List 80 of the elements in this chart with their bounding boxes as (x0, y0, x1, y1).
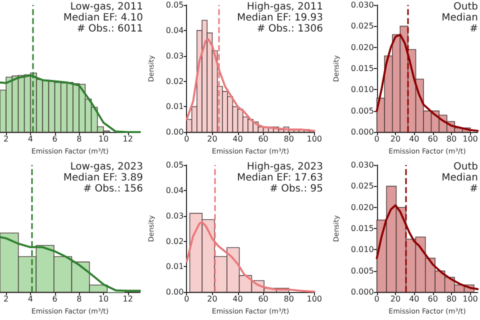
text: # Obs.: 6011 (76, 24, 143, 34)
x-tick-label: 0 (374, 294, 380, 304)
y-tick-label: 0.000 (350, 128, 374, 137)
x-tick-label: 4 (28, 294, 33, 304)
x-tick-label: 12 (122, 294, 133, 304)
x-tick-label: 40 (409, 294, 420, 304)
x-tick-label: 4 (28, 134, 33, 144)
x-tick-label: 40 (232, 294, 243, 304)
y-tick-label: 0.010 (350, 245, 374, 254)
annotation: # (470, 24, 478, 34)
annotation: High-gas, 2011 (246, 2, 323, 12)
x-tick-label: 6 (52, 294, 58, 304)
x-tick-label: 60 (428, 294, 438, 304)
y-tick-label: 0.04 (166, 26, 184, 35)
y-tick-label: 0.03 (166, 211, 184, 220)
x-tick-label: 8 (76, 294, 82, 304)
y-tick-label: 0.030 (350, 160, 374, 170)
y-tick-label: 0.005 (350, 266, 374, 276)
x-tick-label: 20 (390, 134, 401, 144)
annotation: Outb (454, 162, 478, 172)
x-tick-label: 6 (52, 134, 58, 144)
x-tick-label: 80 (284, 134, 294, 144)
x-tick-label: 80 (446, 294, 457, 304)
x-tick-label: 20 (390, 294, 401, 304)
y-tick-label: 0.030 (350, 0, 374, 10)
annotation: Median (442, 12, 478, 24)
y-tick-label: 0.025 (350, 182, 374, 191)
x-tick-label: 10 (98, 294, 109, 304)
x-tick-label: 40 (409, 134, 420, 144)
text: Median EF: 3.89 (63, 172, 143, 184)
text: # Obs.: 156 (83, 184, 143, 194)
x-tick-label: 100 (306, 294, 322, 304)
x-tick-label: 60 (258, 294, 268, 304)
x-tick-label: 2 (4, 134, 9, 144)
y-tick-label: 0.000 (350, 288, 374, 297)
annotation: # Obs.: 95 (270, 184, 323, 194)
annotation: High-gas, 2023 (246, 162, 323, 172)
y-tick-label: 0.05 (166, 0, 184, 10)
text: Low-gas, 2023 (70, 162, 143, 172)
x-tick-label: 80 (446, 134, 457, 144)
y-tick-label: 0.005 (350, 106, 374, 116)
x-tick-label: 40 (232, 134, 243, 144)
x-tick-label: 2 (4, 294, 9, 304)
x-tick-label: 100 (306, 134, 322, 144)
y-tick-label: 0.02 (166, 236, 184, 246)
x-tick-label: 80 (284, 294, 294, 304)
text: Median EF: 4.10 (63, 12, 143, 24)
y-tick-label: 0.05 (166, 160, 184, 170)
x-tick-label: 0 (184, 294, 190, 304)
annotation: # (470, 184, 478, 194)
annotation: # Obs.: 1306 (256, 24, 323, 34)
y-tick-label: 0.015 (350, 64, 374, 74)
annotation: Outb (454, 2, 478, 12)
y-tick-label: 0.03 (166, 51, 184, 60)
y-tick-label: 0.04 (166, 186, 184, 195)
y-tick-label: 0.00 (166, 288, 184, 297)
x-tick-label: 12 (122, 134, 133, 144)
x-tick-label: 60 (428, 134, 438, 144)
text: Low-gas, 2011 (70, 2, 143, 12)
y-tick-label: 0.020 (350, 42, 374, 52)
y-tick-label: 0.00 (166, 128, 184, 137)
y-tick-label: 0.020 (350, 202, 374, 212)
x-tick-label: 0 (184, 134, 190, 144)
y-tick-label: 0.01 (166, 102, 184, 112)
y-tick-label: 0.01 (166, 262, 184, 272)
y-tick-label: 0.010 (350, 85, 374, 94)
x-tick-label: 60 (258, 134, 268, 144)
x-tick-label: 20 (207, 134, 218, 144)
x-tick-label: 0 (374, 134, 380, 144)
annotation: Median EF: 19.93 (236, 12, 323, 24)
y-tick-label: 0.015 (350, 224, 374, 234)
y-tick-label: 0.02 (166, 76, 184, 86)
annotation: Median EF: 17.63 (236, 172, 323, 184)
x-tick-label: 100 (462, 294, 478, 304)
x-tick-label: 8 (76, 134, 82, 144)
x-tick-label: 20 (207, 294, 218, 304)
y-tick-label: 0.025 (350, 22, 374, 31)
annotation: Median (442, 172, 478, 184)
x-tick-label: 100 (462, 134, 478, 144)
x-tick-label: 10 (98, 134, 109, 144)
